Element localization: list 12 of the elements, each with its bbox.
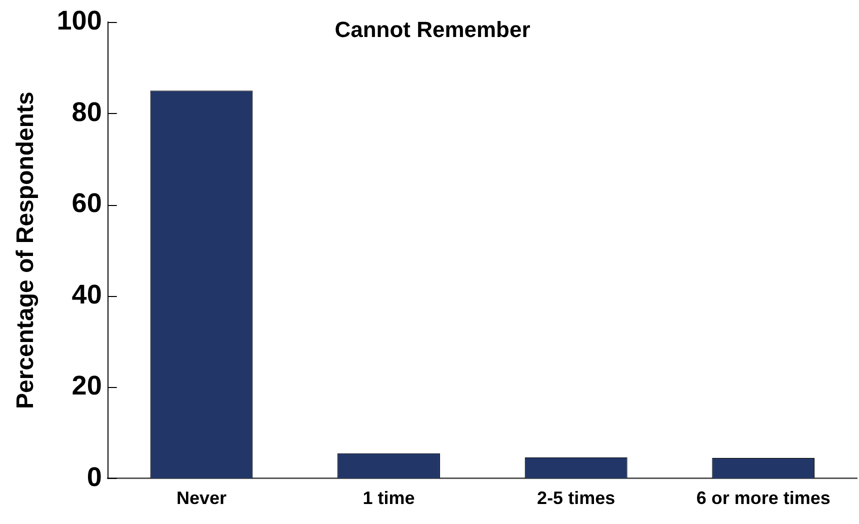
- x-tick-label: 2-5 times: [537, 488, 616, 508]
- chart-title: Cannot Remember: [334, 17, 531, 42]
- y-tick-label: 80: [72, 96, 102, 127]
- x-tick-label: Never: [176, 488, 227, 508]
- y-tick-label: 40: [72, 279, 102, 310]
- y-tick-label: 100: [56, 6, 102, 36]
- y-axis-title: Percentage of Respondents: [12, 92, 40, 410]
- y-tick-label: 60: [72, 188, 102, 218]
- y-tick-label: 20: [72, 370, 102, 401]
- x-tick-label: 1 time: [362, 488, 415, 508]
- x-tick-label: 6 or more times: [696, 488, 830, 508]
- y-tick-label: 0: [86, 462, 102, 492]
